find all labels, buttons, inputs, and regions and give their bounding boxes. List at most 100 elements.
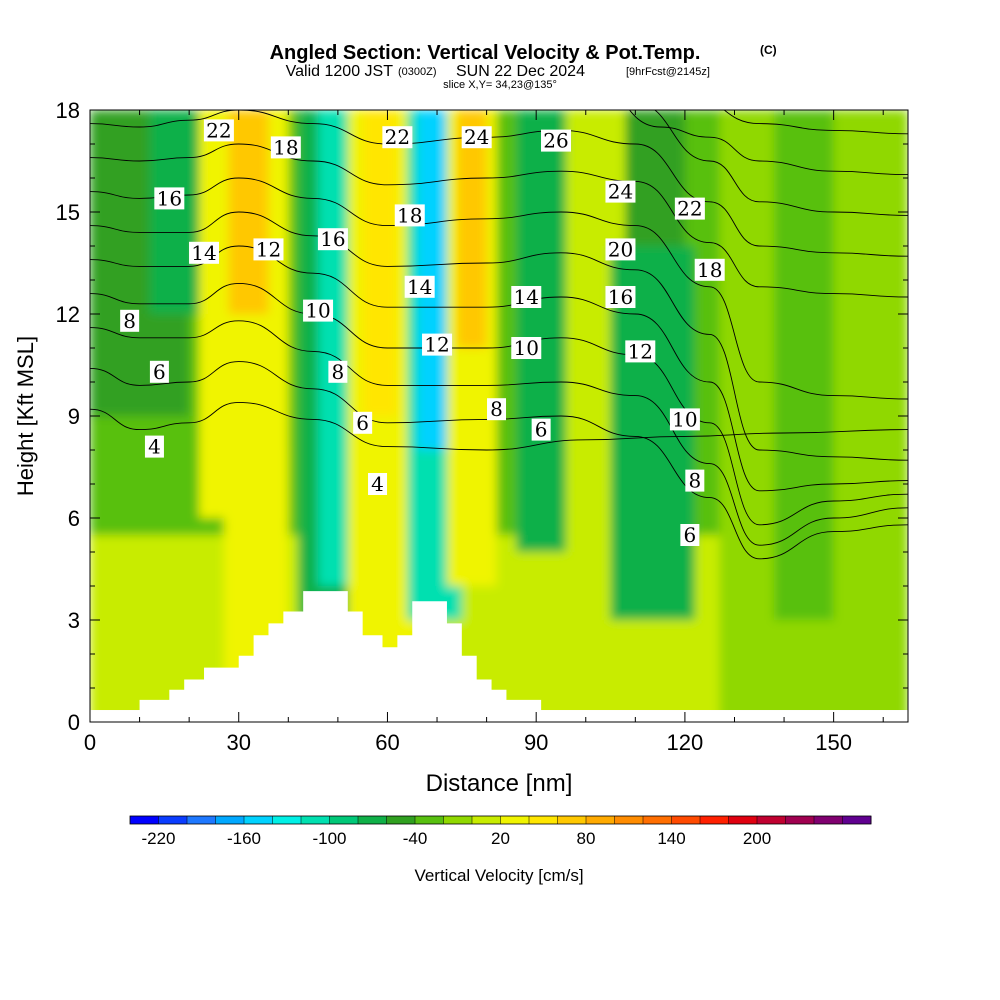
svg-text:6: 6 [356, 411, 369, 435]
contour-label-0: 22 [203, 118, 234, 142]
colorbar-tick-label: -100 [312, 829, 346, 848]
svg-text:10: 10 [514, 336, 539, 360]
contour-label-14: 14 [404, 275, 435, 299]
svg-text:6: 6 [683, 523, 696, 547]
contour-label-3: 24 [461, 125, 492, 149]
contour-label-8: 18 [394, 203, 425, 227]
colorbar-tick-label: -220 [141, 829, 175, 848]
x-tick-label: 30 [226, 730, 250, 755]
contour-label-29: 8 [685, 469, 705, 493]
isentrope-26 [723, 110, 908, 135]
colorbar-swatch [443, 816, 473, 824]
contour-label-13: 18 [694, 258, 725, 282]
isentrope-24 [628, 110, 908, 176]
y-tick-label: 15 [56, 200, 80, 225]
contour-label-21: 12 [625, 339, 656, 363]
colorbar-swatch [586, 816, 615, 824]
isentrope-18 [90, 143, 908, 298]
colorbar-swatch [244, 816, 273, 824]
contour-label-24: 8 [487, 397, 507, 421]
isentrope-layer [90, 110, 908, 560]
contour-label-28: 4 [144, 435, 164, 459]
colorbar-swatch [301, 816, 330, 824]
svg-text:22: 22 [206, 118, 231, 142]
svg-text:12: 12 [424, 333, 449, 357]
chart-subtitle-zulu: (0300Z) [398, 66, 437, 78]
y-tick-label: 18 [56, 98, 80, 123]
colorbar-swatch [215, 816, 245, 824]
svg-text:18: 18 [273, 135, 298, 159]
contour-label-19: 12 [422, 333, 453, 357]
svg-text:12: 12 [628, 339, 653, 363]
colorbar-tick-label: 80 [577, 829, 596, 848]
svg-text:20: 20 [608, 237, 633, 261]
chart-subtitle-date: SUN 22 Dec 2024 [456, 63, 585, 80]
contour-label-11: 12 [253, 237, 284, 261]
x-tick-label: 90 [524, 730, 548, 755]
contour-label-2: 22 [382, 125, 413, 149]
colorbar-swatch [700, 816, 729, 824]
colorbar-tick-label: 140 [657, 829, 685, 848]
svg-text:6: 6 [535, 418, 548, 442]
contour-label-27: 6 [353, 411, 373, 435]
svg-text:18: 18 [697, 258, 722, 282]
y-tick-label: 3 [68, 608, 80, 633]
contour-label-9: 16 [317, 227, 348, 251]
contour-label-26: 10 [669, 407, 700, 431]
colorbar-swatch [415, 816, 444, 824]
contour-label-6: 24 [605, 180, 636, 204]
chart-subtitle-fcst: [9hrFcst@2145z] [626, 66, 710, 78]
contour-label-layer: 22 18 22 24 26 16 24 22 18 16 14 12 20 18 14 14 16 10 8 12 1… [120, 118, 725, 547]
x-tick-label: 60 [375, 730, 399, 755]
contour-label-18: 8 [120, 309, 140, 333]
colorbar-tick-label: 200 [743, 829, 771, 848]
contour-label-7: 22 [674, 197, 705, 221]
svg-text:14: 14 [191, 241, 216, 265]
y-tick-label: 12 [56, 302, 80, 327]
velocity-band-15 [516, 110, 566, 552]
slice-label: slice X,Y= 34,23@135° [443, 79, 557, 91]
colorbar-swatch [557, 816, 587, 824]
colorbar-swatch [643, 816, 672, 824]
colorbar-swatch [842, 816, 872, 824]
terrain-profile [90, 591, 908, 722]
contour-label-30: 4 [368, 472, 388, 496]
colorbar-swatch [329, 816, 359, 824]
terrain-base [90, 710, 908, 722]
svg-text:10: 10 [672, 407, 697, 431]
y-tick-label: 0 [68, 710, 80, 735]
contour-label-16: 16 [605, 285, 636, 309]
svg-text:14: 14 [407, 275, 432, 299]
contour-label-10: 14 [189, 241, 220, 265]
colorbar-swatch [500, 816, 530, 824]
colorbar-tick-label: -160 [227, 829, 261, 848]
plot-area: 22 18 22 24 26 16 24 22 18 16 14 12 20 18 14 14 16 10 8 12 1… [90, 110, 908, 722]
colorbar-swatch [757, 816, 786, 824]
colorbar-swatch [529, 816, 558, 824]
x-tick-label: 150 [815, 730, 852, 755]
colorbar-swatch [614, 816, 644, 824]
contour-label-20: 10 [511, 336, 542, 360]
colorbar-label: Vertical Velocity [cm/s] [414, 866, 583, 885]
svg-text:8: 8 [123, 309, 136, 333]
svg-text:4: 4 [148, 435, 161, 459]
velocity-fill-layer [90, 110, 908, 722]
contour-label-1: 18 [270, 135, 301, 159]
svg-text:22: 22 [385, 125, 410, 149]
svg-text:24: 24 [608, 180, 633, 204]
svg-text:22: 22 [677, 197, 702, 221]
velocity-band-20 [774, 110, 834, 620]
contour-label-15: 14 [511, 285, 542, 309]
svg-text:8: 8 [490, 397, 503, 421]
contour-label-25: 6 [531, 418, 551, 442]
chart-title-suffix: (C) [760, 43, 777, 57]
y-tick-label: 6 [68, 506, 80, 531]
contour-label-4: 26 [541, 129, 572, 153]
colorbar-swatch [187, 816, 216, 824]
colorbar-swatch [158, 816, 188, 824]
contour-label-22: 8 [328, 360, 348, 384]
contour-label-31: 6 [680, 523, 700, 547]
svg-text:16: 16 [608, 285, 633, 309]
colorbar-swatch [814, 816, 843, 824]
colorbar-swatch [785, 816, 815, 824]
